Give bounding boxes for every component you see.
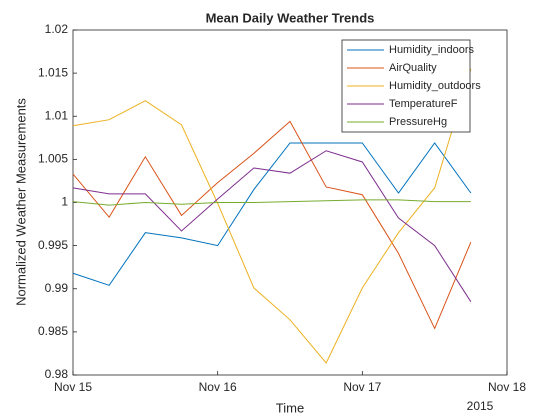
- x-tick-label: Nov 16: [199, 380, 237, 394]
- x-axis-label: Time: [276, 400, 304, 415]
- y-tick-label: 0.99: [45, 281, 69, 295]
- y-tick-label: 1: [61, 195, 68, 209]
- y-axis-label: Normalized Weather Measurements: [13, 98, 28, 306]
- y-tick-label: 1.02: [45, 22, 69, 36]
- chart-title: Mean Daily Weather Trends: [206, 10, 375, 25]
- y-tick-label: 1.01: [45, 108, 69, 122]
- legend-label: AirQuality: [389, 62, 437, 74]
- series-line: [72, 199, 471, 206]
- x-secondary-label: 2015: [467, 399, 494, 413]
- series-line: [72, 120, 472, 330]
- y-tick-label: 0.98: [45, 367, 69, 381]
- series-line: [72, 150, 472, 302]
- y-tick-label: 1.005: [38, 152, 68, 166]
- legend-label: Humidity_indoors: [389, 44, 474, 56]
- series-line: [72, 142, 472, 286]
- x-tick-label: Nov 17: [343, 380, 381, 394]
- x-tick-label: Nov 18: [488, 380, 526, 394]
- legend-label: PressureHg: [389, 116, 447, 128]
- legend-label: TemperatureF: [389, 98, 458, 110]
- series-line: [72, 68, 472, 364]
- y-tick-label: 1.015: [38, 65, 68, 79]
- y-tick-label: 0.995: [38, 238, 68, 252]
- y-tick-label: 0.985: [38, 324, 68, 338]
- x-tick-label: Nov 15: [54, 380, 92, 394]
- legend-label: Humidity_outdoors: [389, 80, 481, 92]
